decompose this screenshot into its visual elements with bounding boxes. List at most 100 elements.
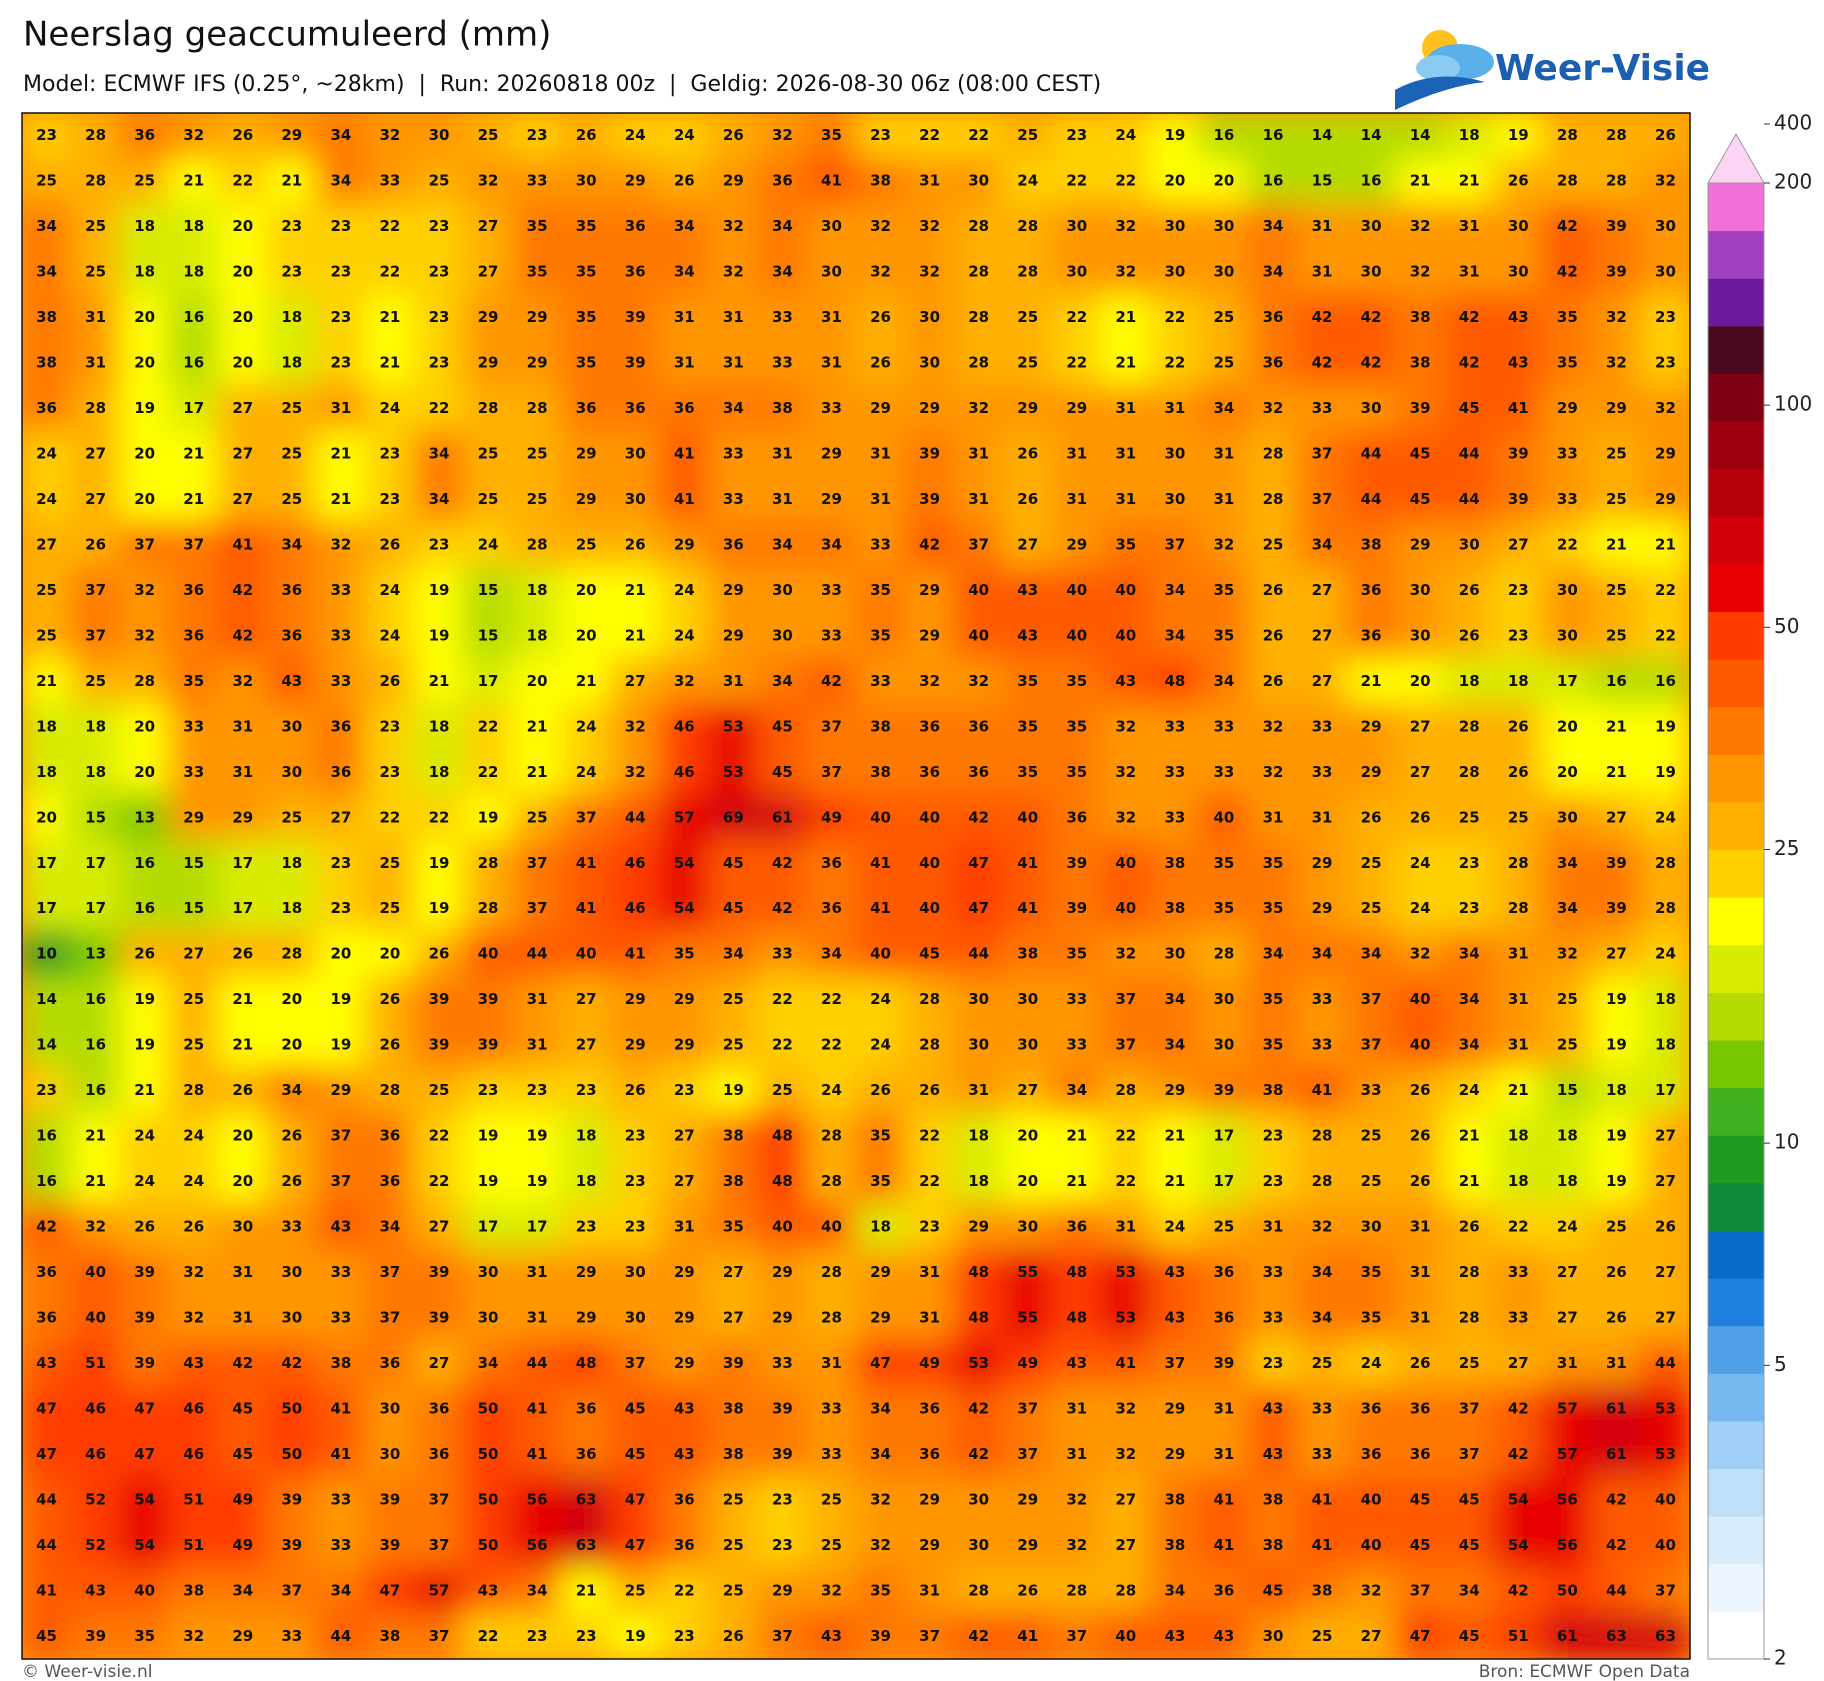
cell-label: 47	[625, 1490, 646, 1508]
cell-label: 23	[380, 445, 401, 463]
cell-label: 21	[380, 354, 401, 372]
field-cell	[1492, 794, 1544, 842]
cell-label: 21	[1459, 172, 1480, 190]
cell-label: 34	[1263, 263, 1284, 281]
cell-label: 26	[183, 1218, 204, 1236]
cell-label: 18	[527, 581, 548, 599]
field-cell	[1443, 157, 1495, 205]
cell-label: 25	[1214, 308, 1235, 326]
field-cell	[1100, 1339, 1152, 1388]
field-cell	[1002, 703, 1054, 751]
field-cell	[462, 930, 514, 978]
cell-label: 33	[1312, 990, 1333, 1008]
cell-label: 40	[1115, 854, 1136, 872]
cell-label: 32	[870, 1490, 891, 1508]
field-cell	[511, 1567, 563, 1615]
cell-label: 23	[429, 354, 450, 372]
field-cell	[1149, 1476, 1201, 1524]
cell-label: 30	[380, 1445, 401, 1463]
field-cell	[1541, 1294, 1593, 1342]
cell-label: 36	[1214, 1263, 1235, 1281]
cell-label: 25	[478, 490, 499, 508]
cell-label: 36	[281, 581, 302, 599]
field-cell	[266, 248, 318, 296]
cell-label: 24	[576, 717, 597, 735]
cell-label: 32	[1115, 263, 1136, 281]
colorbar-segment	[1708, 754, 1764, 803]
field-cell	[1247, 1612, 1299, 1659]
colorbar-label: 2	[1774, 1646, 1787, 1670]
cell-label: 36	[36, 399, 57, 417]
cell-label: 16	[1214, 126, 1235, 144]
field-cell	[1002, 157, 1054, 205]
cell-label: 44	[625, 808, 646, 826]
field-cell	[364, 885, 416, 933]
field-cell	[1345, 930, 1397, 978]
cell-label: 30	[1361, 1218, 1382, 1236]
field-cell	[1590, 202, 1642, 251]
cell-label: 21	[232, 990, 253, 1008]
field-cell	[511, 930, 563, 978]
field-cell	[707, 839, 759, 887]
cell-label: 33	[1361, 1081, 1382, 1099]
field-cell	[462, 794, 514, 842]
field-cell	[1100, 839, 1152, 887]
cell-label: 36	[1410, 1445, 1431, 1463]
cell-label: 34	[36, 217, 57, 235]
field-cell	[462, 1430, 514, 1479]
cell-label: 44	[527, 1354, 548, 1372]
field-cell	[1100, 1294, 1152, 1342]
cell-label: 48	[1164, 672, 1185, 690]
field-cell	[953, 703, 1005, 751]
cell-label: 17	[85, 854, 106, 872]
cell-label: 32	[1557, 945, 1578, 963]
field-cell	[1394, 975, 1446, 1024]
field-cell	[1198, 1567, 1250, 1615]
cell-label: 41	[870, 899, 891, 917]
cell-label: 42	[772, 854, 793, 872]
field-cell	[119, 794, 171, 842]
cell-label: 25	[1606, 490, 1627, 508]
field-cell	[756, 794, 808, 842]
cell-label: 35	[1066, 717, 1087, 735]
cell-label: 32	[1066, 1536, 1087, 1554]
field-cell	[756, 248, 808, 296]
field-cell	[413, 1021, 465, 1069]
cell-label: 33	[281, 1218, 302, 1236]
field-cell	[1149, 1248, 1201, 1297]
cell-label: 39	[1214, 1354, 1235, 1372]
field-cell	[462, 1021, 514, 1069]
field-cell	[1590, 1112, 1642, 1160]
cell-label: 41	[1214, 1490, 1235, 1508]
cell-label: 30	[1214, 1036, 1235, 1054]
cell-label: 33	[1164, 808, 1185, 826]
field-cell	[707, 748, 759, 797]
cell-label: 31	[723, 308, 744, 326]
field-cell	[756, 521, 808, 569]
cell-label: 44	[1361, 490, 1382, 508]
cell-label: 57	[1557, 1399, 1578, 1417]
cell-label: 26	[1017, 490, 1038, 508]
cell-label: 24	[183, 1172, 204, 1190]
field-cell	[1296, 794, 1348, 842]
field-cell	[658, 1294, 710, 1342]
field-cell	[1345, 1112, 1397, 1160]
cell-label: 36	[821, 854, 842, 872]
cell-label: 27	[1312, 672, 1333, 690]
field-cell	[1443, 794, 1495, 842]
cell-label: 37	[1459, 1445, 1480, 1463]
field-cell	[1149, 1339, 1201, 1388]
field-cell	[1100, 566, 1152, 615]
cell-label: 27	[1655, 1308, 1676, 1326]
cell-label: 39	[723, 1354, 744, 1372]
cell-label: 28	[968, 308, 989, 326]
cell-label: 31	[1557, 1354, 1578, 1372]
cell-label: 36	[380, 1127, 401, 1145]
field-cell	[217, 339, 269, 387]
cell-label: 37	[1115, 1036, 1136, 1054]
field-cell	[1149, 475, 1201, 524]
cell-label: 30	[281, 1308, 302, 1326]
field-cell	[1051, 1203, 1103, 1251]
field-cell	[1002, 430, 1054, 478]
field-cell	[1296, 1430, 1348, 1479]
